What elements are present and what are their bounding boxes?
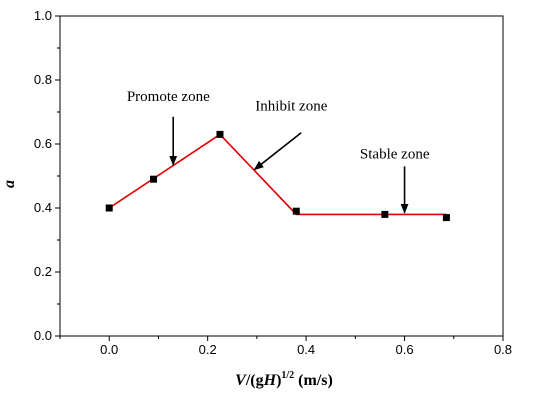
- x-tick-label: 0.0: [100, 342, 118, 357]
- plot-area: 0.0 0.2 0.4 0.6 0.8 0.0 0.2 0.4 0.6 0.8 1.0 Promote…: [34, 8, 512, 357]
- y-tick-label: 0.2: [34, 264, 52, 279]
- x-axis-label: V/(gH)1/2 (m/s): [235, 370, 333, 389]
- annotation-label: Inhibit zone: [255, 98, 327, 114]
- annotation-arrow: [253, 132, 302, 171]
- fit-segment-2: [219, 133, 297, 215]
- y-tick-label: 0.6: [34, 136, 52, 151]
- data-point: [105, 204, 113, 212]
- annotation-label: Stable zone: [360, 146, 430, 162]
- y-axis-label: a: [1, 180, 18, 188]
- x-tick-label: 0.6: [396, 342, 414, 357]
- data-point: [150, 175, 158, 183]
- y-tick-label: 1.0: [34, 8, 52, 23]
- data-point: [292, 207, 300, 215]
- data-point: [381, 210, 389, 218]
- x-tick-label: 0.4: [297, 342, 315, 357]
- data-point: [442, 214, 450, 222]
- y-tick-label: 0.0: [34, 328, 52, 343]
- plot-frame: [59, 15, 504, 337]
- data-point: [216, 130, 224, 138]
- fit-segment-1: [108, 133, 221, 209]
- x-tick-label: 0.2: [199, 342, 217, 357]
- x-tick-label: 0.8: [494, 342, 512, 357]
- y-tick-label: 0.8: [34, 72, 52, 87]
- y-tick-label: 0.4: [34, 200, 52, 215]
- annotation-label: Promote zone: [127, 89, 210, 105]
